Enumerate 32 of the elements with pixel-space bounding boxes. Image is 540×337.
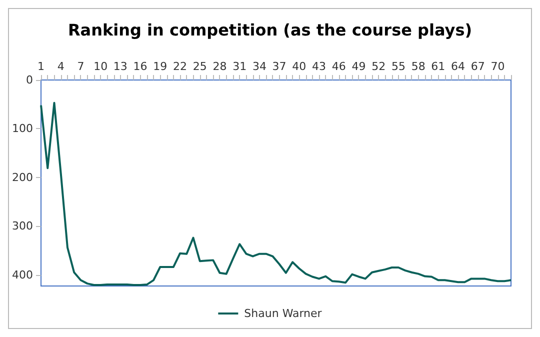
x-tick-label: 34 [252, 60, 266, 73]
y-tick-label: 0 [26, 74, 33, 86]
x-tick-label: 58 [411, 60, 426, 73]
x-tick-label: 10 [94, 60, 108, 73]
x-tick-label: 19 [153, 60, 168, 73]
x-tick-label: 28 [212, 60, 227, 73]
x-tick-label: 67 [470, 60, 485, 73]
x-tick-label: 49 [352, 60, 366, 73]
x-tick-label: 37 [272, 60, 286, 73]
x-tick-label: 55 [391, 60, 406, 73]
x-tick-label: 13 [113, 60, 128, 73]
y-tick-label: 100 [12, 122, 33, 136]
x-tick-label: 7 [77, 60, 84, 73]
y-tick-label: 200 [12, 170, 33, 184]
x-tick-label: 31 [232, 60, 247, 73]
x-tick-label: 61 [431, 60, 446, 73]
x-tick-label: 22 [173, 60, 188, 73]
y-tick-label: 300 [12, 220, 33, 233]
line-series [40, 102, 512, 286]
y-tick-label: 400 [12, 268, 33, 282]
x-tick-label: 43 [312, 60, 326, 73]
x-tick-label: 25 [192, 60, 207, 73]
x-tick-label: 52 [372, 60, 386, 73]
x-tick-label: 4 [57, 60, 64, 73]
x-tick-label: 64 [451, 60, 466, 73]
legend-label: Shaun Warner [244, 307, 322, 320]
x-tick-label: 40 [292, 60, 306, 73]
x-tick-label: 16 [133, 60, 148, 73]
x-tick-label: 70 [490, 60, 505, 73]
chart-title: Ranking in competition (as the course plays) [68, 20, 472, 40]
x-tick-label: 46 [332, 60, 346, 73]
x-tick-label: 1 [38, 60, 44, 73]
